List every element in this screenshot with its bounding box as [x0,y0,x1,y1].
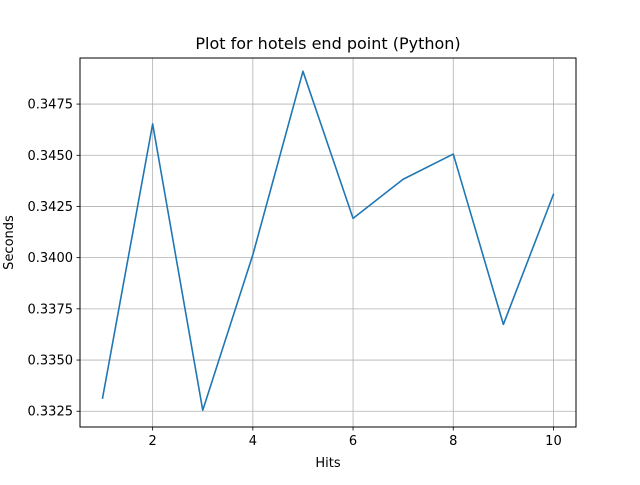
series-line [101,70,555,412]
y-axis: 0.3325 0.3350 0.3375 0.3400 0.3425 0.3450 0.34… [28,98,80,420]
x-tick-label: 8 [449,434,457,449]
y-tick-label: 0.3450 [28,149,74,164]
chart-title: Plot for hotels end point (Python) [195,34,460,53]
x-tick-label: 2 [149,434,157,449]
y-tick-label: 0.3350 [28,354,74,369]
y-tick-label: 0.3400 [28,251,74,266]
series-layer [101,70,555,412]
x-axis: 2 4 6 8 10 [149,427,562,449]
plot-frame [79,57,577,428]
y-tick-label: 0.3475 [28,98,74,113]
y-tick-label: 0.3375 [28,302,74,317]
x-tick-label: 4 [249,434,257,449]
x-axis-label: Hits [315,456,340,471]
y-axis-label: Seconds [2,215,17,270]
grid [80,58,576,427]
x-tick-label: 10 [545,434,562,449]
y-tick-label: 0.3325 [28,405,74,420]
y-tick-label: 0.3425 [28,200,74,215]
x-tick-label: 6 [349,434,357,449]
